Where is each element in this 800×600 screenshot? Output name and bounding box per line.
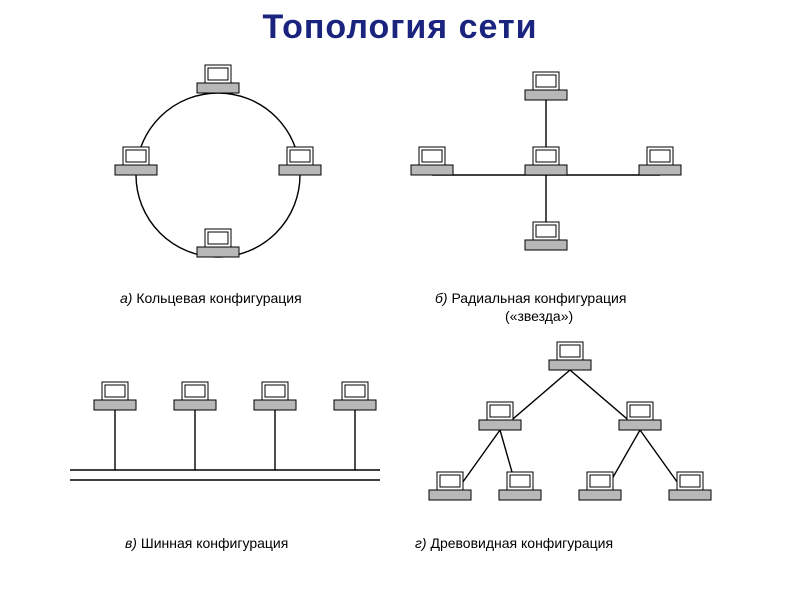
computer-icon [429,472,471,500]
computer-icon [525,222,567,250]
computer-icon [579,472,621,500]
computer-icon [254,382,296,410]
computer-icon [525,72,567,100]
computer-icon [525,147,567,175]
caption-a: а) Кольцевая конфигурация [120,290,302,306]
computer-icon [334,382,376,410]
computer-icon [279,147,321,175]
computer-icon [411,147,453,175]
computer-icon [669,472,711,500]
computer-icon [499,472,541,500]
computer-icon [639,147,681,175]
computer-icon [115,147,157,175]
computer-icon [549,342,591,370]
caption-d: г) Древовидная конфигурация [415,535,613,551]
computer-icon [174,382,216,410]
computer-icon [619,402,661,430]
computer-icon [197,65,239,93]
caption-c: в) Шинная конфигурация [125,535,288,551]
computer-icon [479,402,521,430]
computer-icon [94,382,136,410]
caption-b2: («звезда») [505,308,573,324]
caption-b: б) Радиальная конфигурация [435,290,626,306]
computer-icon [197,229,239,257]
